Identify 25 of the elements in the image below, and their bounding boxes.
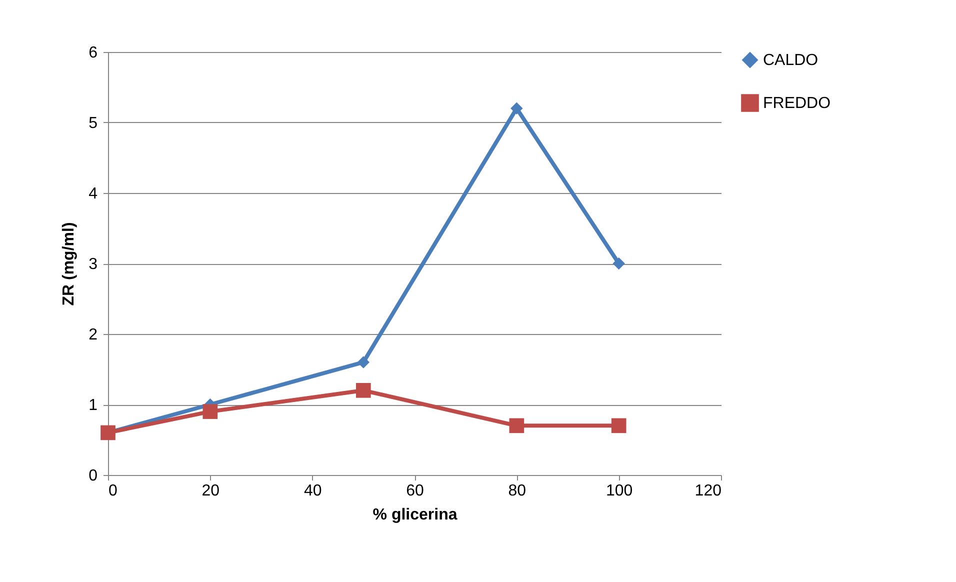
legend-label: FREDDO bbox=[763, 95, 831, 112]
y-tick-label: 4 bbox=[88, 186, 98, 202]
x-tick-label: 60 bbox=[406, 482, 424, 500]
point bbox=[510, 102, 523, 115]
y-tick-label: 6 bbox=[88, 44, 98, 62]
x-tick-label: 0 bbox=[108, 482, 118, 500]
y-tick-label: 5 bbox=[88, 115, 98, 132]
y-tick-label: 0 bbox=[88, 468, 98, 484]
x-tick-label: 40 bbox=[304, 482, 322, 500]
x-tick-label: 100 bbox=[606, 482, 633, 500]
x-axis-title: % glicerina bbox=[372, 506, 458, 524]
point bbox=[356, 382, 371, 398]
point bbox=[202, 404, 218, 419]
x-tick-label: 20 bbox=[202, 482, 220, 500]
point bbox=[611, 418, 626, 434]
point bbox=[612, 257, 625, 270]
y-tick-label: 3 bbox=[88, 256, 98, 273]
y-tick-label: 1 bbox=[88, 397, 98, 414]
point bbox=[509, 418, 524, 434]
y-axis-title: ZR (mg/ml) bbox=[60, 222, 78, 306]
x-tick-label: 80 bbox=[508, 482, 526, 500]
point bbox=[357, 356, 370, 368]
legend-label: CALDO bbox=[763, 52, 818, 69]
y-tick-label: 2 bbox=[88, 326, 98, 344]
x-tick-label: 120 bbox=[694, 482, 722, 500]
